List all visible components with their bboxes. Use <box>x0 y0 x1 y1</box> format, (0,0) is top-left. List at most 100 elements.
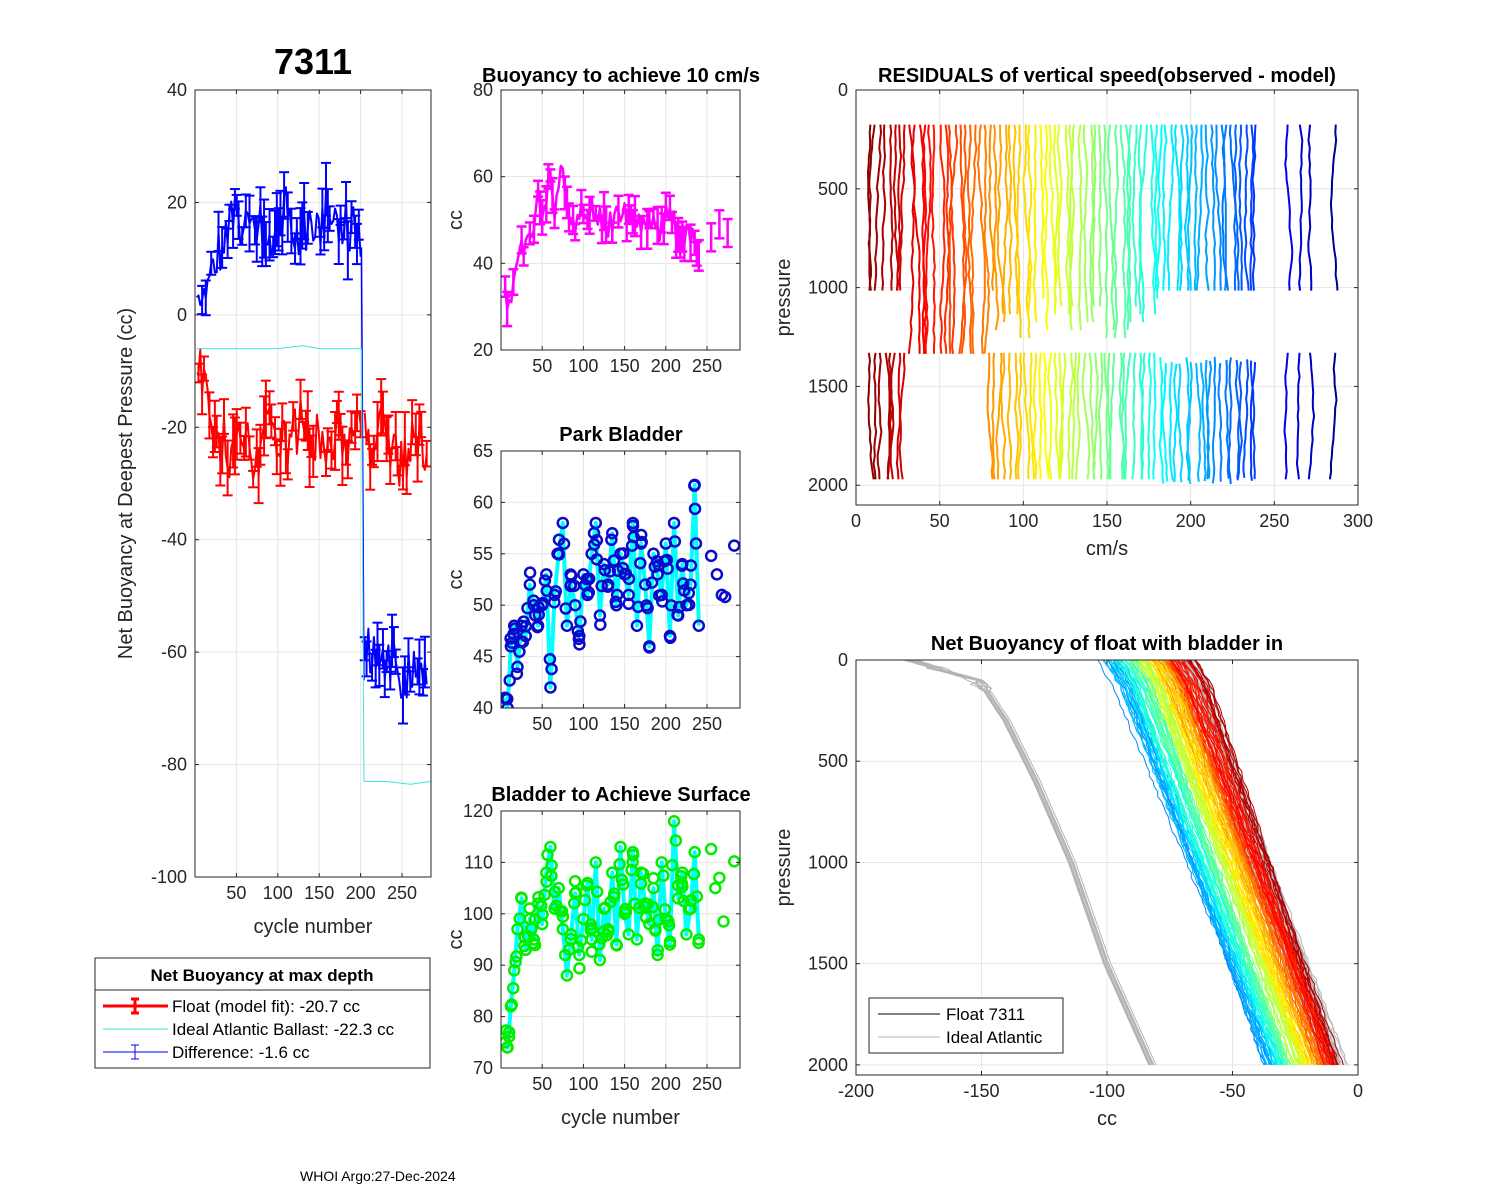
float-profile <box>1141 660 1300 1066</box>
x-axis-label: cc <box>1097 1108 1117 1130</box>
residual-profile <box>1103 352 1110 480</box>
data-marker <box>665 859 679 872</box>
float-profile <box>1174 660 1340 1066</box>
y-tick-label: 80 <box>473 80 493 100</box>
data-marker <box>689 537 703 550</box>
x-tick-label: 200 <box>651 1074 681 1094</box>
chart-title: 7311 <box>274 41 352 82</box>
data-marker <box>634 556 647 570</box>
x-tick-label: 50 <box>930 511 950 531</box>
residual-profile <box>943 124 951 354</box>
plot-layer <box>195 161 431 785</box>
data-marker <box>676 880 689 893</box>
residual-profile <box>907 124 916 354</box>
data-marker <box>548 885 562 899</box>
residual-profile <box>1120 352 1126 480</box>
data-marker <box>692 619 706 633</box>
residual-profile <box>1022 352 1031 480</box>
float-profile <box>1120 660 1272 1065</box>
data-marker <box>519 619 533 633</box>
residual-profile <box>1052 124 1060 307</box>
data-marker <box>578 893 592 907</box>
data-marker <box>507 964 521 977</box>
data-marker <box>652 589 666 602</box>
data-marker <box>616 547 630 560</box>
data-marker <box>661 562 674 575</box>
data-marker <box>682 586 696 600</box>
data-marker <box>640 599 653 612</box>
data-marker <box>609 595 623 609</box>
residual-profile <box>868 124 876 291</box>
residual-profile <box>1284 124 1294 291</box>
residual-profile <box>1200 362 1207 482</box>
data-marker <box>513 912 526 925</box>
data-marker <box>557 537 571 550</box>
residual-profile <box>1109 352 1116 480</box>
chart-title: Net Buoyancy of float with bladder in <box>931 633 1283 655</box>
float-profile <box>1133 660 1307 1066</box>
residual-profile <box>1283 352 1289 480</box>
data-marker <box>575 934 588 947</box>
x-tick-label: 250 <box>692 714 722 734</box>
residual-profile <box>988 124 995 291</box>
float-profile <box>1181 660 1332 1065</box>
residual-profile <box>1000 352 1007 480</box>
residual-profile <box>1042 352 1050 480</box>
float-profile <box>1163 660 1315 1065</box>
residual-profile <box>1074 352 1081 480</box>
y-tick-label: 110 <box>464 852 493 872</box>
residual-profile <box>1227 357 1233 485</box>
y-tick-label: 500 <box>818 179 848 199</box>
residual-profile <box>939 124 946 354</box>
data-marker <box>639 911 653 924</box>
data-marker <box>669 834 683 847</box>
chart-title: Bladder to Achieve Surface <box>491 784 750 806</box>
x-tick-label: 0 <box>1353 1081 1363 1101</box>
ideal-profile <box>905 660 1155 1066</box>
data-marker <box>564 928 578 941</box>
residual-profile <box>1002 124 1009 323</box>
residual-profile <box>1214 124 1222 291</box>
residual-profile <box>1243 124 1250 291</box>
data-marker <box>553 904 566 917</box>
panel-net_buoyancy_bladder: -200 -150 -100 -50 0 0 500 1000 1500 2000 Net Buoy… <box>773 633 1363 1130</box>
residual-profile <box>1251 124 1257 291</box>
residual-profile <box>1249 360 1256 480</box>
data-marker <box>687 867 701 881</box>
residual-profile <box>1205 360 1213 480</box>
residual-profile <box>1221 124 1229 291</box>
float-profile <box>1189 660 1331 1066</box>
data-marker <box>619 905 633 919</box>
x-tick-label: 200 <box>346 883 376 903</box>
residual-profile <box>1038 352 1043 480</box>
data-marker <box>658 903 672 916</box>
axes-box <box>194 89 432 878</box>
residual-profile <box>1233 124 1240 291</box>
x-tick-label: 100 <box>568 714 598 734</box>
data-marker <box>667 815 681 828</box>
residual-profile <box>1059 352 1067 480</box>
float-profile <box>1148 660 1309 1066</box>
data-marker <box>531 620 544 634</box>
y-axis-label: cc <box>445 570 467 590</box>
data-marker <box>593 953 607 967</box>
residual-profile <box>1126 124 1132 331</box>
legend-label: Difference: -1.6 cc <box>172 1043 310 1062</box>
residual-profile <box>1147 352 1152 480</box>
residual-profile <box>1077 124 1083 331</box>
residual-profile <box>1298 124 1304 291</box>
y-tick-label: 90 <box>473 955 493 975</box>
residual-profile <box>896 124 903 291</box>
residual-profile <box>1238 124 1243 291</box>
data-marker <box>688 502 702 516</box>
residual-profile <box>1007 124 1013 315</box>
data-marker <box>713 871 726 885</box>
y-tick-label: 2000 <box>808 475 848 495</box>
x-axis-label: cycle number <box>254 916 373 938</box>
chart-title: Buoyancy to achieve 10 cm/s <box>482 65 760 87</box>
data-marker <box>523 578 537 591</box>
data-marker <box>688 845 701 859</box>
series-float-model <box>363 406 428 487</box>
data-marker <box>502 1025 516 1039</box>
